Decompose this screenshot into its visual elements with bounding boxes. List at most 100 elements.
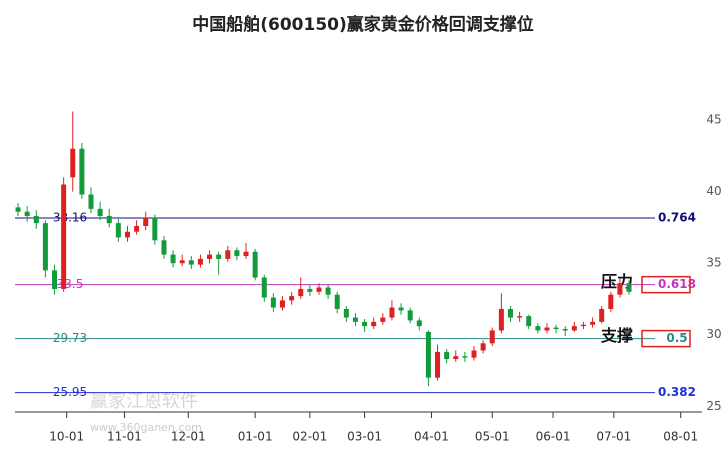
level-ratio-label: 0.5 <box>666 331 687 345</box>
candle-body <box>79 148 85 195</box>
candle-body <box>115 223 121 238</box>
candle-body <box>197 258 203 265</box>
watermark: 赢家江恩软件 <box>90 390 198 412</box>
x-tick-label: 08-01 <box>663 430 698 444</box>
chart-title: 中国船舶(600150)赢家黄金价格回调支撑位 <box>192 14 534 35</box>
level-annotation: 压力 <box>601 272 633 291</box>
candle-body <box>599 308 605 322</box>
x-tick-label: 02-01 <box>292 430 327 444</box>
candle-body <box>152 217 158 241</box>
candle-body <box>462 356 468 358</box>
candle-body <box>544 327 550 331</box>
y-tick-label: 30 <box>706 327 721 341</box>
candle-body <box>106 215 112 224</box>
candle-body <box>334 294 340 309</box>
level-ratio-label: 0.764 <box>658 210 696 224</box>
candle-body <box>398 307 404 311</box>
candle-body <box>608 294 614 309</box>
candle-body <box>61 184 67 289</box>
candle-body <box>425 331 431 378</box>
candle-body <box>270 297 276 308</box>
x-tick-label: 11-01 <box>107 430 142 444</box>
candle-body <box>134 225 140 232</box>
candle-body <box>179 260 185 264</box>
level-ratio-label: 0.382 <box>658 385 696 399</box>
candle-body <box>207 254 213 259</box>
candle-body <box>24 211 30 216</box>
candle-body <box>216 254 222 259</box>
y-tick-label: 35 <box>706 256 721 270</box>
candle-body <box>371 321 377 327</box>
candle-body <box>489 330 495 344</box>
candle-body <box>343 308 349 318</box>
y-tick-label: 45 <box>706 113 721 127</box>
candle-body <box>243 251 249 257</box>
candle-body <box>280 300 286 308</box>
candle-body <box>416 320 422 327</box>
candle-body <box>453 356 459 360</box>
candle-body <box>298 288 304 297</box>
candle-body <box>571 326 577 331</box>
candle-body <box>389 307 395 318</box>
x-tick-label: 12-01 <box>171 430 206 444</box>
candle-body <box>380 317 386 322</box>
candle-body <box>526 316 532 327</box>
candle-body <box>124 231 130 238</box>
candle-body <box>626 283 632 292</box>
candle-body <box>188 260 194 265</box>
x-tick-label: 01-01 <box>238 430 273 444</box>
candle-body <box>553 327 559 330</box>
candle-body <box>407 310 413 321</box>
level-annotation: 支撑 <box>600 326 633 345</box>
candle-body <box>617 283 623 295</box>
candle-body <box>362 321 368 327</box>
candle-body <box>261 277 267 298</box>
candle-body <box>97 208 103 216</box>
x-tick-label: 05-01 <box>475 430 510 444</box>
candle-body <box>325 287 331 295</box>
x-tick-label: 07-01 <box>596 430 631 444</box>
candle-body <box>52 270 58 289</box>
level-box <box>641 329 691 348</box>
x-tick-label: 10-01 <box>49 430 84 444</box>
candle-body <box>535 326 541 331</box>
candle-body <box>15 207 21 212</box>
candle-body <box>435 351 441 378</box>
candle-body <box>252 251 258 278</box>
candle-body <box>33 215 39 224</box>
candle-body <box>444 351 450 360</box>
level-price-label: 38.16 <box>53 210 87 224</box>
candle-body <box>289 296 295 301</box>
level-ratio-label: 0.618 <box>658 277 696 291</box>
x-tick-label: 04-01 <box>414 430 449 444</box>
candle-body <box>352 317 358 322</box>
candle-body <box>143 217 149 226</box>
level-price-label: 25.95 <box>53 385 87 399</box>
candle-body <box>507 308 513 318</box>
candle-body <box>316 287 322 292</box>
level-price-label: 29.73 <box>53 331 87 345</box>
candle-body <box>161 240 167 255</box>
watermark: www.360ganen.com <box>90 421 202 434</box>
candle-body <box>42 223 48 271</box>
y-tick-label: 25 <box>706 399 721 413</box>
x-tick-label: 03-01 <box>347 430 382 444</box>
x-tick-label: 06-01 <box>536 430 571 444</box>
candle-body <box>234 250 240 257</box>
level-box <box>641 275 691 294</box>
candle-body <box>471 350 477 358</box>
level-price-label: 33.5 <box>57 277 84 291</box>
candle-body <box>498 308 504 331</box>
candle-body <box>480 343 486 351</box>
candle-body <box>70 148 76 178</box>
candle-body <box>170 254 176 264</box>
candle-body <box>225 250 231 259</box>
candle-body <box>517 316 523 318</box>
candle-body <box>307 288 313 292</box>
candle-body <box>580 324 586 327</box>
candle-body <box>562 329 568 331</box>
y-tick-label: 40 <box>706 184 721 198</box>
candle-body <box>590 321 596 325</box>
candle-body <box>88 194 94 209</box>
